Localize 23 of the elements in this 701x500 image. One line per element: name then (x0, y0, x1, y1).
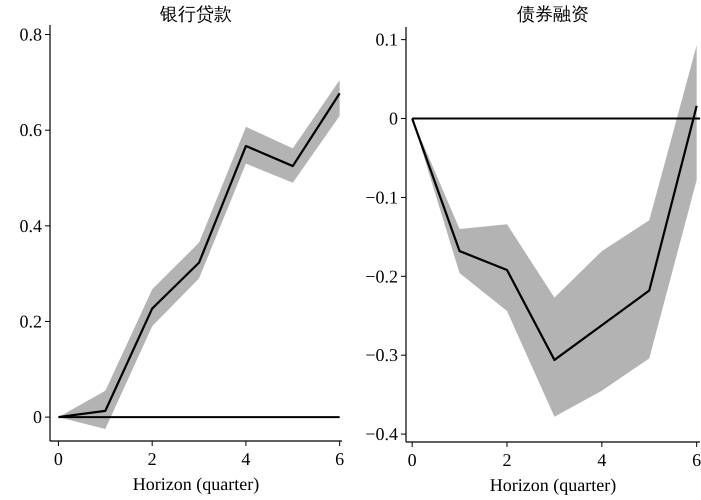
x-axis-title: Horizon (quarter) (132, 474, 260, 494)
y-tick-label: 0 (33, 407, 42, 428)
y-tick-label: −0.3 (365, 345, 398, 366)
y-tick-label: 0.1 (376, 30, 398, 50)
x-tick-label: 6 (692, 450, 701, 470)
y-tick-label: 0.8 (20, 24, 42, 45)
y-tick-label: 0.2 (20, 311, 42, 332)
x-tick-label: 0 (408, 450, 417, 470)
y-tick-label: 0.4 (20, 216, 42, 236)
chart-title: 银行贷款 (159, 4, 232, 24)
chart-title: 债券融资 (517, 4, 589, 24)
y-tick-label: −0.2 (365, 266, 398, 286)
y-tick-label: −0.4 (365, 424, 398, 444)
x-tick-label: 2 (148, 449, 157, 469)
x-tick-label: 0 (54, 449, 63, 469)
x-tick-label: 6 (335, 449, 344, 469)
x-tick-label: 2 (502, 450, 512, 470)
x-tick-label: 4 (241, 449, 250, 469)
y-tick-label: 0.6 (20, 120, 42, 140)
y-tick-label: 0 (389, 108, 398, 129)
x-tick-label: 4 (597, 450, 606, 470)
y-tick-label: −0.1 (365, 187, 398, 208)
x-axis-title: Horizon (quarter) (490, 475, 616, 495)
